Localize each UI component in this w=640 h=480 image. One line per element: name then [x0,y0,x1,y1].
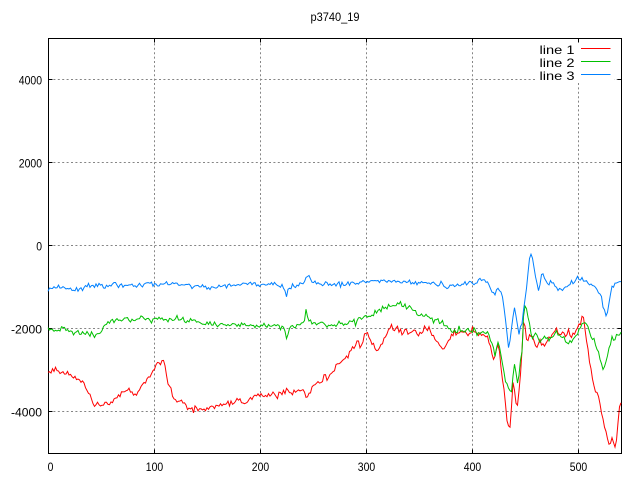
svg-text:2000: 2000 [19,157,42,171]
svg-text:0: 0 [48,460,54,474]
svg-text:line 2: line 2 [540,56,575,70]
svg-text:0: 0 [36,240,42,254]
svg-text:line 1: line 1 [540,43,575,57]
svg-text:-4000: -4000 [11,406,42,420]
svg-text:4000: 4000 [19,74,42,88]
svg-text:300: 300 [358,460,376,474]
svg-text:400: 400 [464,460,482,474]
svg-text:500: 500 [570,460,588,474]
svg-text:-2000: -2000 [11,323,42,337]
svg-text:100: 100 [146,460,164,474]
svg-text:p3740_19: p3740_19 [311,10,360,24]
svg-text:line 3: line 3 [540,69,575,83]
svg-text:200: 200 [252,460,270,474]
